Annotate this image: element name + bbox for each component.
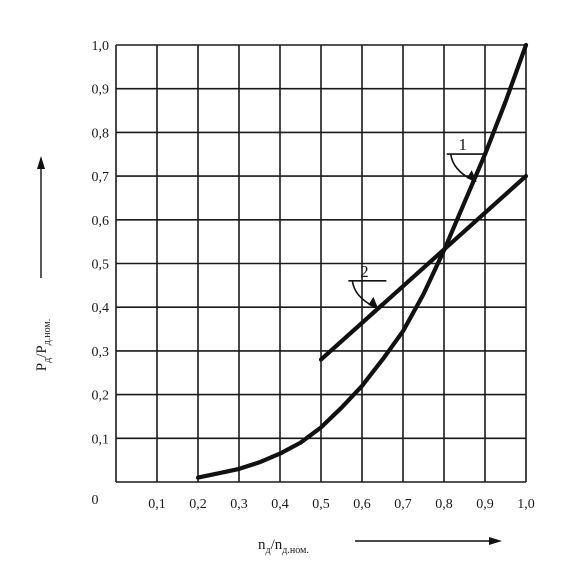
y-tick-label: 0,9 [92,83,110,98]
x-tick-label: 0,2 [189,497,207,512]
series-line-2 [318,174,529,362]
y-axis-arrow [37,156,45,278]
callout-arrowhead-1 [466,170,477,183]
x-tick-label: 0,8 [435,497,453,512]
x-tick-label: 0,5 [312,497,330,512]
callout-arrowhead-2 [368,296,379,309]
y-label-main: P [34,363,50,371]
callouts: 12 [348,135,485,309]
x-label-sub1: д [266,545,271,556]
y-tick-label: 0,3 [92,345,110,360]
x-tick-label: 0,3 [230,497,248,512]
y-tick-label: 0,2 [92,389,110,404]
y-tick-label: 0,5 [92,258,110,273]
y-tick-labels: 0,1 0,2 0,3 0,4 0,5 0,6 0,7 0,8 0,9 1,0 [92,39,110,447]
x-tick-label: 0,6 [353,497,371,512]
x-label-main: n [258,537,266,553]
x-axis-arrow [355,537,502,545]
y-axis-label: Pд/Pд.ном. [34,319,53,372]
y-tick-label: 1,0 [92,39,110,54]
x-tick-labels: 0,1 0,2 0,3 0,4 0,5 0,6 0,7 0,8 0,9 1,0 [148,497,535,512]
callout-label-1: 1 [459,135,468,154]
y-tick-label: 0,4 [92,301,110,316]
y-label-sub1: д [42,358,53,363]
x-label-sub2: д.ном. [282,545,309,556]
series-line-1 [195,42,529,480]
y-tick-label: 0,8 [92,126,110,141]
x-tick-label: 0,7 [394,497,412,512]
x-tick-label: 0,4 [271,497,289,512]
origin-label: 0 [92,493,99,508]
svg-text:Pд/Pд.ном.: Pд/Pд.ном. [34,319,53,372]
x-axis-label: nд/nд.ном. [258,537,309,556]
x-tick-label: 0,1 [148,497,166,512]
series-layer [195,42,529,480]
y-tick-label: 0,1 [92,432,110,447]
x-tick-label: 1,0 [517,497,535,512]
x-tick-label: 0,9 [476,497,494,512]
y-tick-label: 0,7 [92,170,110,185]
callout-label-2: 2 [360,262,369,281]
y-label-sub2: д.ном. [42,319,53,346]
y-tick-label: 0,6 [92,214,110,229]
grid [115,44,527,483]
x-label-mid: /n [271,537,283,553]
y-label-mid: /P [34,345,50,358]
